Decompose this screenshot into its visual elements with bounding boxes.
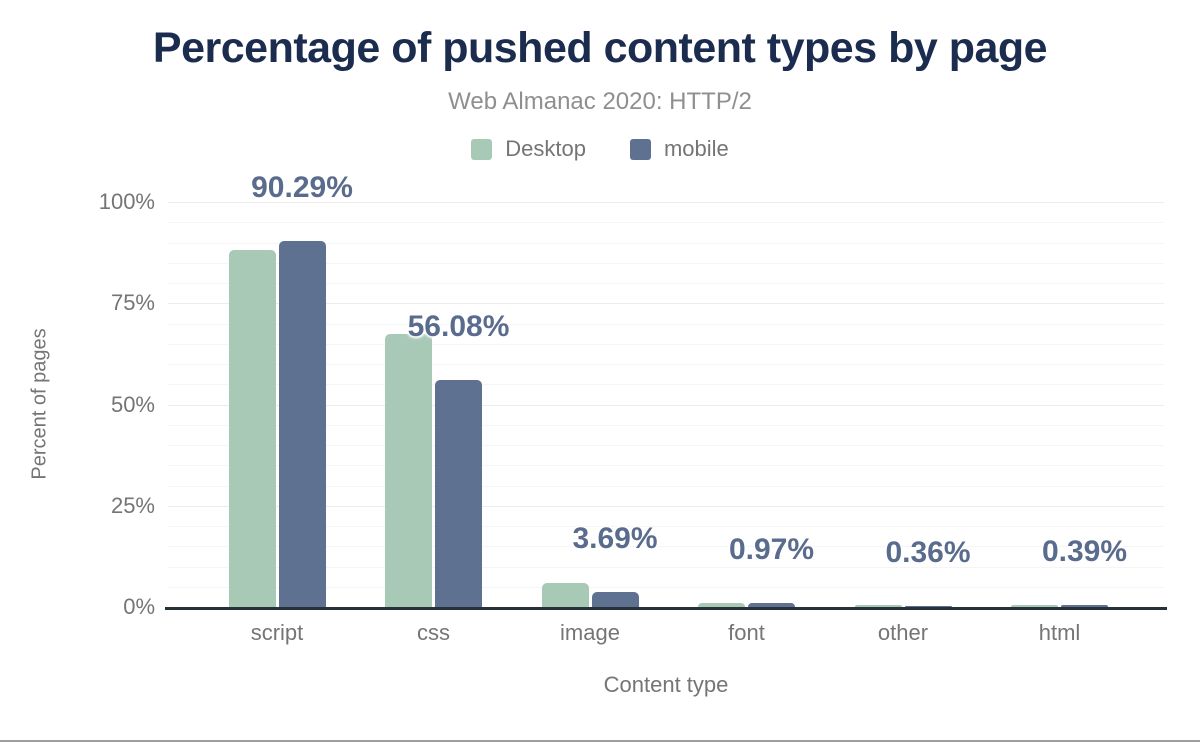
gridline <box>168 586 1164 588</box>
x-tick-label-css: css <box>417 620 450 645</box>
bar-desktop-font[interactable] <box>698 603 745 607</box>
bar-value-label: 0.97% <box>728 533 815 567</box>
y-tick-label: 0% <box>123 594 155 619</box>
gridline <box>168 364 1164 365</box>
y-tick-label: 75% <box>110 290 155 316</box>
y-tick-label: 50% <box>110 391 155 417</box>
legend-item-desktop[interactable]: Desktop <box>471 136 586 162</box>
gridline <box>168 323 1164 325</box>
bar-value-label: 56.08% <box>407 309 510 343</box>
y-tick-label: 25% <box>110 492 155 518</box>
legend: Desktop mobile <box>0 136 1200 162</box>
bar-mobile-other[interactable] <box>904 605 952 607</box>
x-tick-label-other: other <box>877 620 929 645</box>
bar-desktop-other[interactable] <box>854 604 902 607</box>
legend-swatch-desktop <box>471 138 493 160</box>
bar-desktop-css[interactable] <box>385 334 432 607</box>
gridline <box>168 262 1164 264</box>
gridline <box>168 566 1164 568</box>
x-axis-title: Content type <box>603 672 729 697</box>
bottom-divider <box>0 740 1200 742</box>
legend-label: mobile <box>663 136 729 161</box>
bar-mobile-image[interactable] <box>591 592 639 607</box>
x-tick-label-image: image <box>560 620 620 645</box>
gridline <box>168 343 1164 345</box>
gridline <box>168 505 1164 507</box>
gridline <box>168 202 1164 203</box>
gridline <box>168 485 1164 487</box>
bar-mobile-font[interactable] <box>748 603 795 607</box>
legend-swatch-mobile <box>629 138 651 160</box>
legend-label: Desktop <box>505 136 586 161</box>
chart-title: Percentage of pushed content types by pa… <box>152 24 1048 72</box>
bar-desktop-script[interactable] <box>228 250 276 607</box>
gridline <box>168 242 1164 244</box>
bar-value-label: 0.36% <box>885 535 971 569</box>
chart-subtitle: Web Almanac 2020: HTTP/2 <box>448 88 752 115</box>
bar-desktop-image[interactable] <box>541 583 589 607</box>
gridline <box>168 546 1164 548</box>
bar-value-label: 0.39% <box>1041 535 1128 569</box>
bar-value-label: 90.29% <box>251 171 353 205</box>
bar-value-label: 3.69% <box>572 522 658 556</box>
bar-mobile-script[interactable] <box>278 241 326 607</box>
gridline <box>168 283 1164 284</box>
x-axis-line <box>165 607 1167 610</box>
bar-mobile-html[interactable] <box>1061 605 1108 607</box>
x-tick-label-font: font <box>728 620 765 645</box>
gridline <box>168 404 1164 406</box>
gridline <box>168 424 1164 426</box>
bar-desktop-html[interactable] <box>1011 605 1058 607</box>
x-tick-label-html: html <box>1038 620 1081 645</box>
x-tick-label-script: script <box>250 620 304 645</box>
gridline <box>168 465 1164 467</box>
gridline <box>168 384 1164 386</box>
y-axis-title: Percent of pages <box>28 328 51 480</box>
gridline <box>168 303 1164 305</box>
gridline <box>168 445 1164 446</box>
bar-mobile-css[interactable] <box>435 379 482 607</box>
gridline <box>168 526 1164 527</box>
gridline <box>168 222 1164 224</box>
y-tick-label: 100% <box>98 189 155 214</box>
legend-item-mobile[interactable]: mobile <box>629 136 729 162</box>
